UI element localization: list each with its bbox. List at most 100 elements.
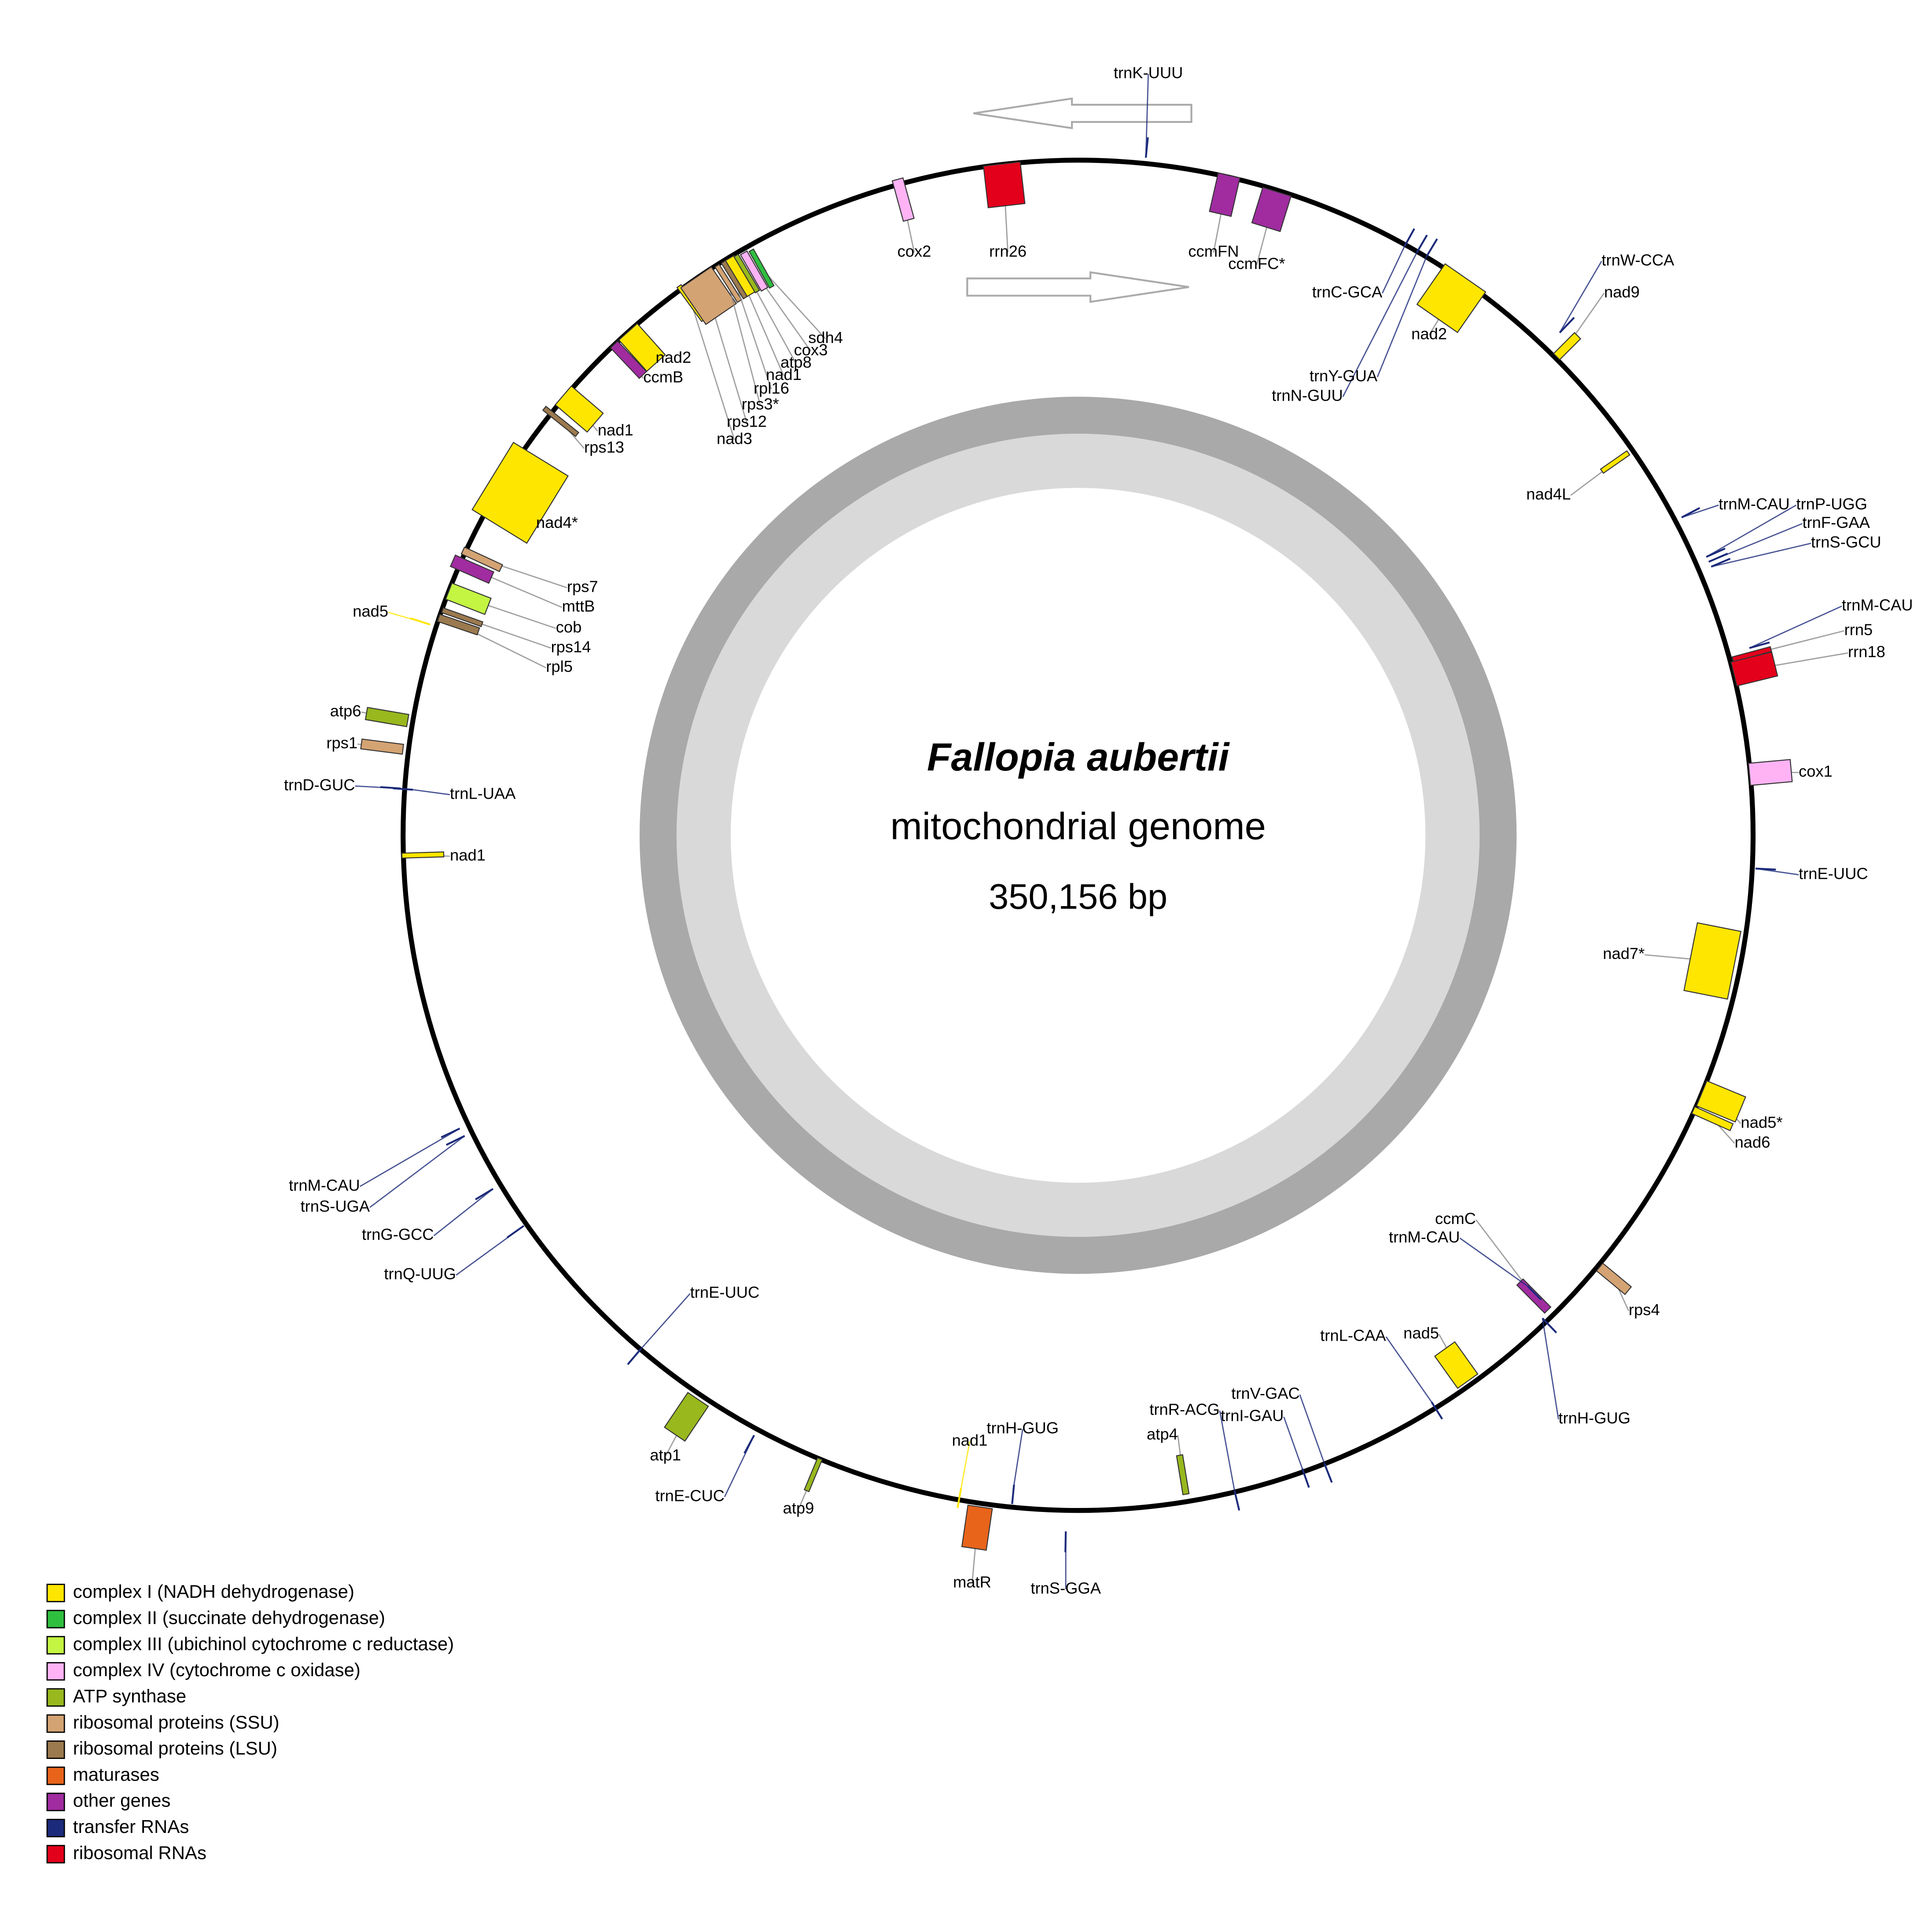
gene-label: atp8 <box>780 353 812 371</box>
trna-tick <box>1064 1531 1067 1552</box>
gene-label: rps1 <box>326 734 357 752</box>
gene-label: nad7* <box>1603 944 1645 962</box>
legend-label: transfer RNAs <box>73 1816 189 1837</box>
gene-box <box>610 340 648 379</box>
leader-line <box>1342 252 1417 397</box>
gene-label: nad3 <box>717 430 752 448</box>
trna-tick <box>1706 547 1726 558</box>
legend-label: other genes <box>73 1790 171 1811</box>
trna-tick <box>1403 228 1415 247</box>
gene-box <box>618 323 666 372</box>
legend-swatch <box>46 1584 65 1603</box>
gene-label: trnD-GUC <box>284 776 355 794</box>
title: Fallopia aubertii <box>927 735 1230 779</box>
gene-label: trnC-GCA <box>1312 283 1383 301</box>
gene-label: rps13 <box>584 438 624 456</box>
gene-box <box>1251 187 1292 232</box>
leader-line <box>1145 74 1149 158</box>
gene-box <box>1600 450 1630 474</box>
legend-swatch <box>46 1766 65 1785</box>
gene-label: cox1 <box>1799 762 1833 780</box>
gene-label: trnS-UGA <box>301 1197 370 1215</box>
gene-label: trnM-CAU <box>1719 495 1790 513</box>
gene-label: ccmFN <box>1188 242 1239 260</box>
gene-box <box>1516 1278 1552 1314</box>
leader-line <box>761 268 826 339</box>
leader-line <box>1013 1429 1023 1485</box>
legend-swatch <box>46 1792 65 1811</box>
leader-line <box>1382 246 1405 294</box>
trna-tick <box>1708 553 1728 563</box>
gene-box <box>740 250 769 292</box>
strand-arrows <box>966 97 1192 303</box>
gene-label: rps4 <box>1629 1301 1660 1319</box>
gene-box <box>445 582 492 615</box>
trna-tick <box>743 1434 755 1454</box>
trna-tick <box>1426 238 1438 257</box>
gene-label: trnK-UUU <box>1114 64 1183 82</box>
gene-label: nad6 <box>1735 1133 1770 1151</box>
gene-label: ccmC <box>1435 1209 1476 1228</box>
gene-label: nad5 <box>1403 1324 1439 1342</box>
gene-box <box>1691 1106 1734 1132</box>
legend-label: maturases <box>73 1764 159 1784</box>
gene-label: trnL-CAA <box>1320 1327 1386 1345</box>
gene-label: trnS-GCU <box>1811 533 1881 551</box>
gene-label: nad4* <box>536 513 578 531</box>
leader-line <box>1542 1318 1559 1419</box>
gene-box <box>1730 651 1778 687</box>
gene-box <box>1683 922 1742 1000</box>
gene-label: rps14 <box>551 638 591 656</box>
gene-box <box>663 1392 709 1442</box>
gene-label: trnN-GUU <box>1272 387 1343 405</box>
trna-tick <box>1542 1317 1557 1334</box>
leader-line <box>433 1188 493 1236</box>
leader-line <box>640 1293 691 1349</box>
gene-box <box>364 707 409 727</box>
gene-label: trnL-UAA <box>450 784 516 802</box>
legend-label: complex IV (cytochrome c oxidase) <box>73 1659 361 1680</box>
gene-box <box>891 177 915 222</box>
gene-label: rrn18 <box>1848 643 1885 661</box>
trna-tick <box>445 1135 465 1146</box>
trna-tick <box>627 1348 642 1365</box>
legend-label: complex II (succinate dehydrogenase) <box>73 1607 385 1628</box>
trna-tick <box>1681 507 1700 519</box>
gene-label: atp6 <box>330 702 361 720</box>
trna-tick <box>1301 1468 1310 1488</box>
gene-box <box>714 263 743 303</box>
arrow-reverse <box>973 97 1192 129</box>
subtitle: mitochondrial genome <box>890 805 1266 848</box>
leader-line <box>691 302 735 440</box>
gene-label: trnV-GAC <box>1231 1384 1300 1402</box>
gene-label: trnR-ACG <box>1149 1401 1220 1419</box>
leader-line <box>1711 542 1811 568</box>
gene-box <box>471 442 569 544</box>
gene-label: cob <box>556 618 582 636</box>
gene-box <box>449 554 495 584</box>
gene-label: atp4 <box>1147 1425 1178 1443</box>
gene-label: atp1 <box>650 1446 681 1464</box>
gene-box <box>460 546 503 572</box>
gene-label: sdh4 <box>808 328 843 347</box>
gene-label: cox3 <box>794 341 828 359</box>
legend-label: ribosomal proteins (SSU) <box>73 1712 280 1733</box>
trna-tick <box>1559 317 1575 333</box>
gene-label: trnE-CUC <box>655 1486 725 1504</box>
gene-label: trnF-GAA <box>1802 513 1870 531</box>
leader-line <box>369 1135 465 1208</box>
gene-label: trnY-GUA <box>1310 367 1378 385</box>
gene-label: trnG-GCC <box>362 1225 434 1243</box>
trna-tick <box>1749 641 1770 649</box>
gene-label: mttB <box>562 597 595 615</box>
gene-box <box>1748 759 1793 786</box>
gene-label: trnH-GUG <box>1558 1409 1630 1427</box>
gene-label: atp9 <box>783 1499 814 1517</box>
gene-box <box>983 161 1026 208</box>
gene-label: trnP-UGG <box>1796 495 1867 513</box>
gene-box <box>748 248 775 289</box>
leader-line <box>1385 1336 1432 1403</box>
gene-box <box>1416 263 1487 333</box>
gene-box <box>554 385 604 433</box>
gene-label: cox2 <box>898 242 931 260</box>
